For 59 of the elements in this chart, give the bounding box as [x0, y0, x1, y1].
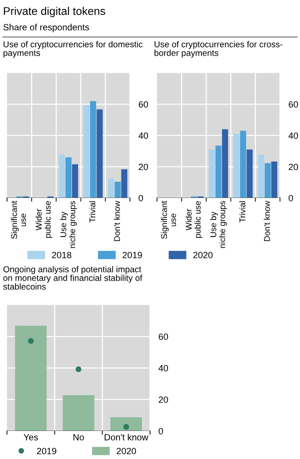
y-tick-label: 0: [158, 428, 163, 434]
bar: [215, 146, 222, 198]
bar: [271, 161, 278, 198]
x-tick-label: No: [73, 434, 84, 440]
x-tick-label: Don't know: [114, 200, 120, 242]
bar: [96, 109, 103, 198]
bar: [121, 169, 128, 198]
bar: [234, 134, 240, 198]
x-tick-label: Wider public use: [36, 201, 52, 238]
legend-label: 2019: [122, 252, 142, 258]
point: [28, 338, 34, 344]
chart-title: Ongoing analysis of potential impact on monetary and financial stability of stablecoins: [3, 266, 142, 290]
bar: [58, 154, 65, 198]
legend-label: 2020: [193, 252, 213, 258]
bar: [62, 395, 94, 431]
y-tick-label: 40: [138, 132, 148, 139]
x-tick-label: Don't know: [264, 200, 270, 242]
bar: [222, 129, 228, 198]
bar: [258, 154, 264, 198]
bar: [65, 157, 72, 198]
legend-label: 2019: [37, 448, 56, 454]
y-tick-label: 20: [158, 396, 168, 403]
x-tick-label: Use by niche groups: [210, 201, 227, 248]
x-tick-label: Trivial: [239, 201, 246, 222]
point: [76, 366, 82, 372]
x-tick-label: Don't know: [104, 434, 148, 440]
x-tick-label: Significant use: [160, 200, 176, 239]
x-tick-label: Yes: [24, 434, 38, 440]
text: Private digital tokens: [4, 6, 106, 18]
bar: [246, 150, 253, 198]
bar: [208, 150, 215, 198]
chart-title: Use of cryptocurrencies for cross- border payments: [154, 41, 282, 58]
legend-label: 2018: [52, 252, 72, 258]
y-tick-label: 20: [288, 164, 298, 170]
bar: [84, 105, 90, 198]
bar: [90, 101, 96, 198]
y-tick-label: 60: [288, 101, 298, 108]
y-tick-label: 20: [138, 164, 148, 170]
x-tick-label: Significant use: [10, 200, 26, 239]
text: Share of respondents: [3, 24, 89, 32]
bar: [240, 130, 246, 198]
legend-label: 2020: [116, 448, 136, 454]
x-tick-label: Trivial: [89, 201, 96, 222]
chart-title: Use of cryptocurrencies for domestic payments: [4, 41, 143, 58]
y-tick-label: 0: [138, 194, 143, 202]
x-tick-label: Use by niche groups: [60, 201, 77, 248]
bar: [114, 182, 121, 198]
y-tick-label: 40: [158, 364, 168, 372]
bar: [264, 163, 271, 198]
bar: [110, 417, 142, 431]
x-tick-label: Wider public use: [186, 201, 202, 238]
y-tick-label: 60: [138, 101, 148, 108]
bar: [15, 326, 47, 431]
bar: [108, 178, 114, 198]
y-tick-label: 0: [288, 194, 293, 202]
bar: [72, 164, 78, 198]
point: [123, 424, 130, 430]
y-tick-label: 60: [158, 333, 168, 340]
y-tick-label: 40: [288, 132, 298, 139]
